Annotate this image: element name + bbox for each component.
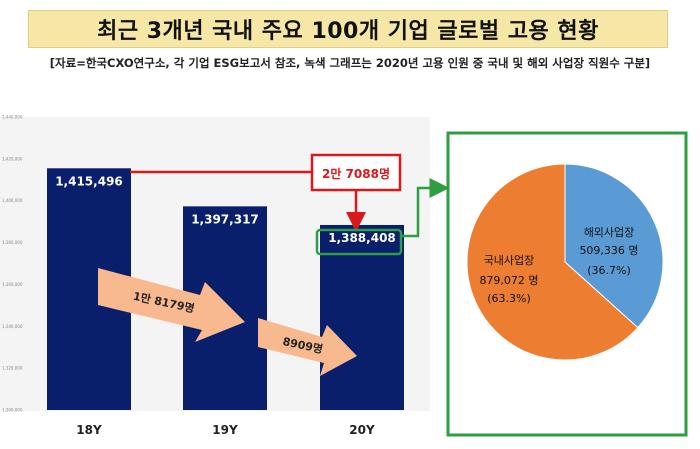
category-label: 20Y: [349, 423, 375, 437]
bar-20y-highlight: [315, 228, 403, 256]
category-label: 18Y: [76, 423, 102, 437]
diff-total-box: [310, 153, 402, 192]
y-tick-label: 1,440,000: [2, 115, 23, 120]
pie-value-domestic: 879,072 명: [479, 274, 538, 287]
category-label: 19Y: [212, 423, 238, 437]
y-tick-label: 1,340,000: [2, 324, 23, 329]
bar-value-label: 1,397,317: [191, 212, 259, 226]
pie-value-overseas: 509,336 명: [579, 244, 638, 257]
y-tick-label: 1,400,000: [2, 198, 23, 203]
bar-value-label: 1,388,408: [328, 231, 396, 245]
category-labels: 18Y 19Y 20Y: [76, 423, 375, 437]
y-axis-ticks: 1,440,000 1,420,000 1,400,000 1,380,000 1,36…: [2, 115, 23, 413]
y-tick-label: 1,420,000: [2, 156, 23, 161]
diff-total-label: 2만 7088명: [322, 166, 390, 181]
pie-percent-overseas: (36.7%): [587, 264, 631, 277]
pie-slice-domestic: [466, 163, 639, 361]
pie-label-domestic: 국내사업장: [484, 254, 535, 267]
bar-value-label: 1,415,496: [55, 174, 123, 188]
decrease-arrow-1: [98, 268, 245, 342]
decrease-arrow-2: [258, 318, 357, 376]
pie-percent-domestic: (63.3%): [487, 292, 531, 305]
y-tick-label: 1,360,000: [2, 282, 23, 287]
y-tick-label: 1,380,000: [2, 240, 23, 245]
title-banner: 최근 3개년 국내 주요 100개 기업 글로벌 고용 현황: [28, 10, 668, 48]
pie-label-overseas: 해외사업장: [584, 225, 635, 239]
pie-slice-overseas: [564, 163, 664, 329]
pie-chart: [466, 163, 664, 361]
page-title: 최근 3개년 국내 주요 100개 기업 글로벌 고용 현황: [97, 19, 599, 44]
y-tick-label: 1,320,000: [2, 366, 23, 371]
y-tick-label: 1,300,000: [2, 408, 23, 413]
source-subtitle: [자료=한국CXO연구소, 각 기업 ESG보고서 참조, 녹색 그래프는 20…: [49, 56, 651, 70]
bar-20Y: [320, 224, 404, 410]
pie-connector-arrow: [401, 178, 450, 238]
